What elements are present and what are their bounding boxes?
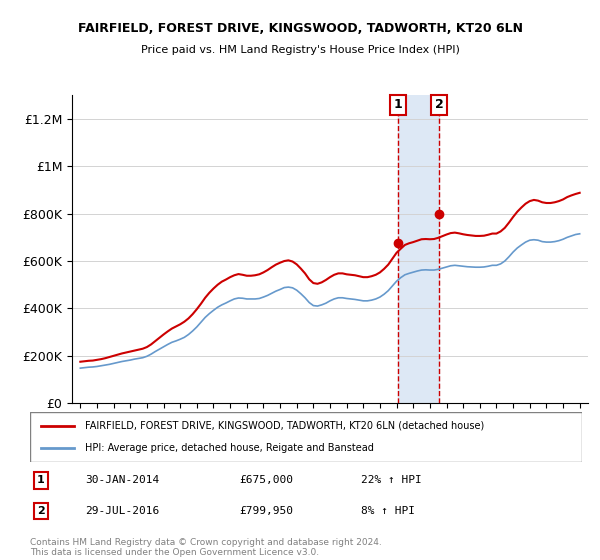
- FancyBboxPatch shape: [30, 412, 582, 462]
- Bar: [398, 95, 439, 403]
- Text: 1: 1: [37, 475, 45, 485]
- Text: £799,950: £799,950: [240, 506, 294, 516]
- Text: Contains HM Land Registry data © Crown copyright and database right 2024.
This d: Contains HM Land Registry data © Crown c…: [30, 538, 382, 557]
- Text: FAIRFIELD, FOREST DRIVE, KINGSWOOD, TADWORTH, KT20 6LN: FAIRFIELD, FOREST DRIVE, KINGSWOOD, TADW…: [77, 22, 523, 35]
- Text: £675,000: £675,000: [240, 475, 294, 485]
- Text: 29-JUL-2016: 29-JUL-2016: [85, 506, 160, 516]
- Text: 2: 2: [37, 506, 45, 516]
- Text: 1: 1: [394, 98, 402, 111]
- Text: 8% ↑ HPI: 8% ↑ HPI: [361, 506, 415, 516]
- Text: HPI: Average price, detached house, Reigate and Banstead: HPI: Average price, detached house, Reig…: [85, 443, 374, 453]
- Text: FAIRFIELD, FOREST DRIVE, KINGSWOOD, TADWORTH, KT20 6LN (detached house): FAIRFIELD, FOREST DRIVE, KINGSWOOD, TADW…: [85, 421, 484, 431]
- Text: 30-JAN-2014: 30-JAN-2014: [85, 475, 160, 485]
- Text: 2: 2: [435, 98, 444, 111]
- Text: Price paid vs. HM Land Registry's House Price Index (HPI): Price paid vs. HM Land Registry's House …: [140, 45, 460, 55]
- Text: 22% ↑ HPI: 22% ↑ HPI: [361, 475, 422, 485]
